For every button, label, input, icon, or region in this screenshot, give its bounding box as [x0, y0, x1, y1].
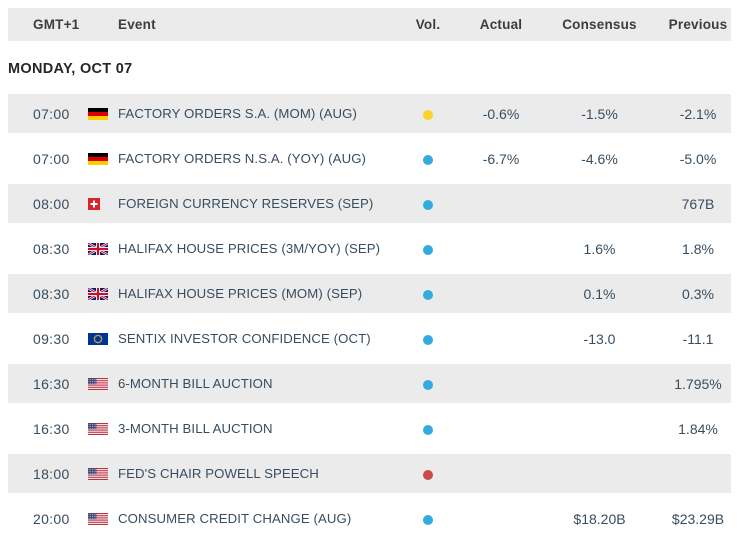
actual-value: -6.7%: [482, 150, 520, 167]
volatility-blue-dot: [423, 199, 433, 210]
event-name: HALIFAX HOUSE PRICES (3M/YOY) (SEP): [118, 241, 381, 256]
day-heading: MONDAY, OCT 07: [8, 61, 133, 77]
event-name: FACTORY ORDERS N.S.A. (YOY) (AUG): [118, 151, 367, 166]
event-row[interactable]: 08:00 FOREIGN CURRENCY RESERVES (SEP) 767B: [8, 184, 731, 223]
volatility-blue-dot: [423, 289, 433, 300]
event-row[interactable]: 08:30 HALIFAX HOUSE PRICES (3M/YOY) (SEP)…: [8, 229, 731, 268]
event-name: FACTORY ORDERS S.A. (MOM) (AUG): [118, 106, 358, 121]
volatility-cell: [388, 511, 468, 527]
event-row[interactable]: 18:00 FED'S CHAIR POWELL SPEECH: [8, 454, 731, 493]
event-name: 6-MONTH BILL AUCTION: [118, 376, 273, 391]
event-name: SENTIX INVESTOR CONFIDENCE (OCT): [118, 331, 371, 346]
volatility-cell: [388, 466, 468, 482]
volatility-cell: [388, 286, 468, 302]
volatility-cell: [388, 196, 468, 212]
event-row[interactable]: 07:00 FACTORY ORDERS S.A. (MOM) (AUG) -0.6…: [8, 94, 731, 133]
consensus-value: $18.20B: [573, 510, 626, 527]
event-time: 07:00: [33, 105, 70, 122]
event-name: 3-MONTH BILL AUCTION: [118, 421, 273, 436]
us-flag-icon: [88, 512, 118, 525]
event-time: 08:00: [33, 195, 70, 212]
volatility-blue-dot: [423, 334, 433, 345]
event-rows: 07:00 FACTORY ORDERS S.A. (MOM) (AUG) -0.6…: [8, 94, 731, 538]
volatility-cell: [388, 331, 468, 347]
previous-value: -5.0%: [679, 150, 717, 167]
event-name: FOREIGN CURRENCY RESERVES (SEP): [118, 196, 374, 211]
column-header-gmt: GMT+1: [33, 17, 80, 32]
event-row[interactable]: 16:30 3-MONTH BILL AUCTION 1.84%: [8, 409, 731, 448]
volatility-blue-dot: [423, 379, 433, 390]
event-time: 07:00: [33, 150, 70, 167]
event-row[interactable]: 16:30 6-MONTH BILL AUCTION 1.795%: [8, 364, 731, 403]
event-row[interactable]: 07:00 FACTORY ORDERS N.S.A. (YOY) (AUG) -6…: [8, 139, 731, 178]
uk-flag-icon: [88, 242, 118, 255]
previous-value: 1.8%: [682, 240, 714, 257]
event-row[interactable]: 09:30 SENTIX INVESTOR CONFIDENCE (OCT) -13…: [8, 319, 731, 358]
switzerland-flag-icon: [88, 197, 118, 210]
volatility-blue-dot: [423, 514, 433, 525]
volatility-cell: [388, 151, 468, 167]
column-header-vol: Vol.: [415, 17, 441, 32]
column-header-event: Event: [118, 17, 156, 32]
event-time: 08:30: [33, 240, 70, 257]
column-header-consensus: Consensus: [562, 17, 637, 32]
previous-value: -2.1%: [679, 105, 717, 122]
volatility-cell: [388, 241, 468, 257]
event-time: 16:30: [33, 420, 70, 437]
event-time: 18:00: [33, 465, 70, 482]
volatility-cell: [388, 421, 468, 437]
consensus-value: -4.6%: [581, 150, 618, 167]
actual-value: -0.6%: [482, 105, 520, 122]
event-row[interactable]: 08:30 HALIFAX HOUSE PRICES (MOM) (SEP) 0.1…: [8, 274, 731, 313]
calendar-header-row: GMT+1 Event Vol. Actual Consensus Previo…: [8, 8, 731, 41]
volatility-cell: [388, 106, 468, 122]
germany-flag-icon: [88, 107, 118, 120]
economic-calendar: GMT+1 Event Vol. Actual Consensus Previo…: [8, 8, 731, 538]
eu-flag-icon: [88, 332, 118, 345]
volatility-red-dot: [423, 469, 433, 480]
event-name: CONSUMER CREDIT CHANGE (AUG): [118, 511, 352, 526]
column-header-previous: Previous: [668, 17, 728, 32]
volatility-yellow-dot: [423, 109, 433, 120]
us-flag-icon: [88, 377, 118, 390]
germany-flag-icon: [88, 152, 118, 165]
event-time: 16:30: [33, 375, 70, 392]
previous-value: 1.84%: [678, 420, 718, 437]
volatility-blue-dot: [423, 154, 433, 165]
event-time: 09:30: [33, 330, 70, 347]
volatility-blue-dot: [423, 424, 433, 435]
uk-flag-icon: [88, 287, 118, 300]
consensus-value: -13.0: [583, 330, 616, 347]
volatility-blue-dot: [423, 244, 433, 255]
column-header-actual: Actual: [479, 17, 523, 32]
previous-value: 1.795%: [674, 375, 722, 392]
previous-value: 0.3%: [682, 285, 714, 302]
event-row[interactable]: 20:00 CONSUMER CREDIT CHANGE (AUG) $18.20B…: [8, 499, 731, 538]
previous-value: 767B: [681, 195, 715, 212]
previous-value: $23.29B: [671, 510, 725, 527]
us-flag-icon: [88, 422, 118, 435]
event-time: 20:00: [33, 510, 70, 527]
consensus-value: -1.5%: [581, 105, 618, 122]
previous-value: -11.1: [682, 330, 714, 347]
event-name: FED'S CHAIR POWELL SPEECH: [118, 466, 319, 481]
consensus-value: 1.6%: [583, 240, 616, 257]
event-time: 08:30: [33, 285, 70, 302]
consensus-value: 0.1%: [583, 285, 616, 302]
us-flag-icon: [88, 467, 118, 480]
volatility-cell: [388, 376, 468, 392]
event-name: HALIFAX HOUSE PRICES (MOM) (SEP): [118, 286, 363, 301]
